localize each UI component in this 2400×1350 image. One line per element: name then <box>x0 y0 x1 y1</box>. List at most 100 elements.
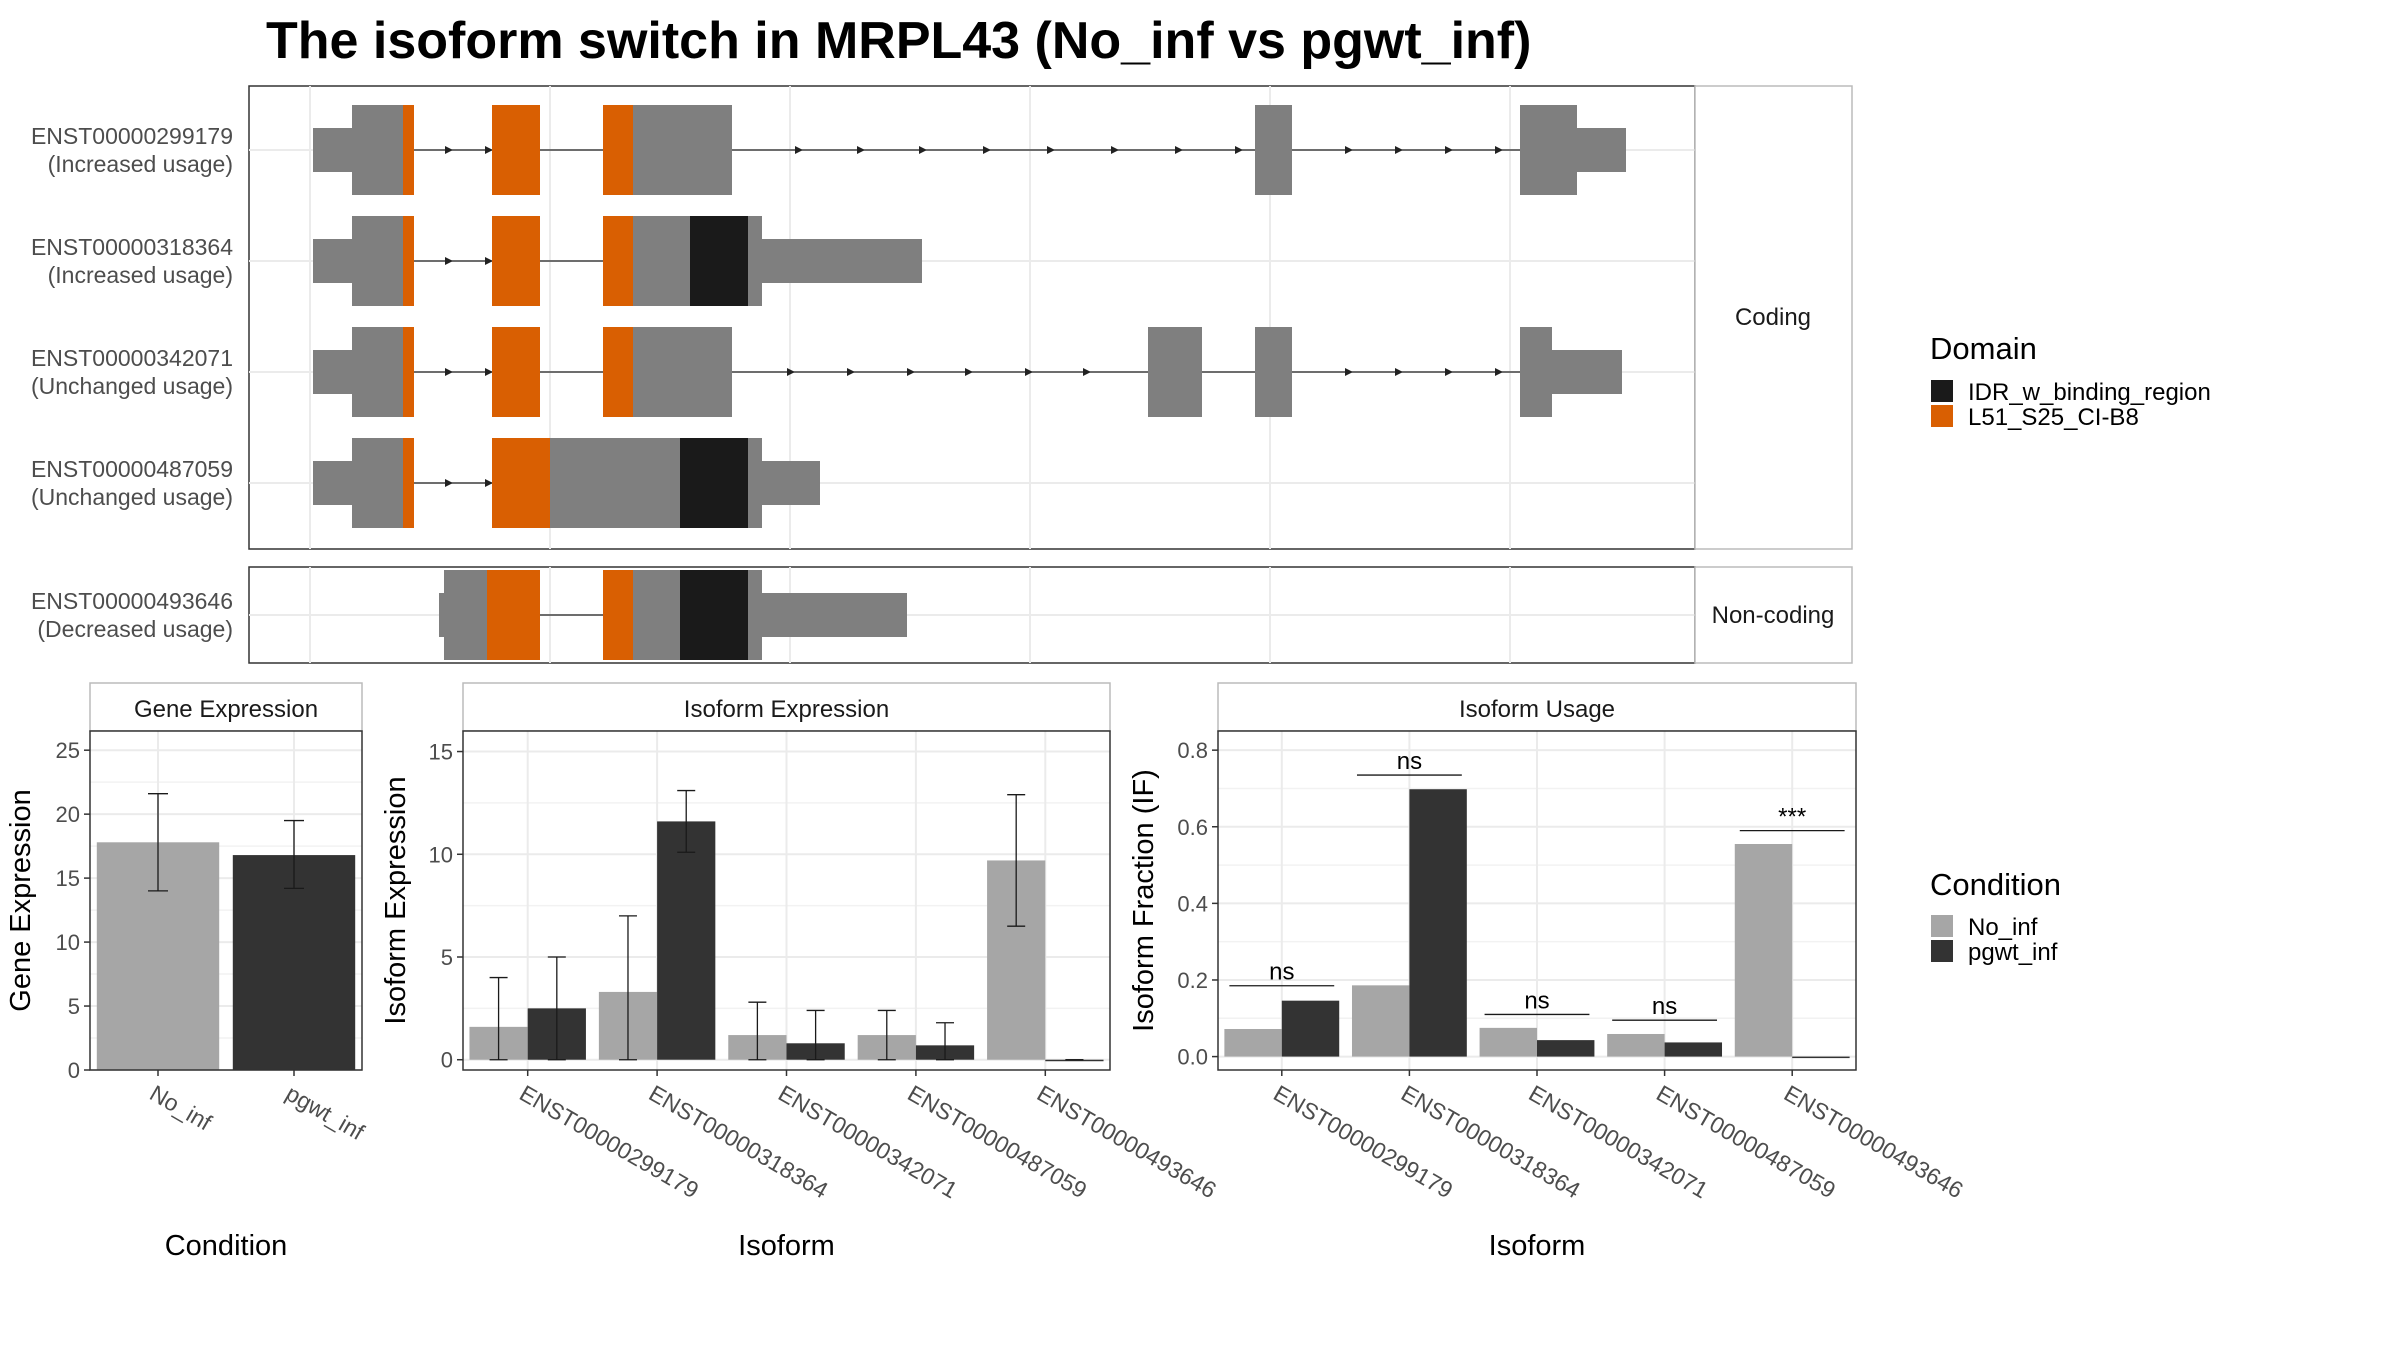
transcript-id-label: ENST00000487059 <box>31 456 233 482</box>
isoform-expression-panel: Isoform Expression051015ENST00000299179E… <box>380 682 1221 1262</box>
y-tick-label: 5 <box>441 945 453 970</box>
utr-segment <box>439 593 444 637</box>
domain-l51-segment <box>603 105 633 195</box>
bar <box>1607 1033 1665 1057</box>
domain-l51-segment <box>487 570 540 660</box>
y-tick-label: 0.4 <box>1177 891 1208 916</box>
y-tick-label: 10 <box>429 842 453 867</box>
strand-arrow <box>1083 368 1091 376</box>
significance-label: ns <box>1652 993 1677 1020</box>
x-tick-label: No_inf <box>146 1080 217 1136</box>
exon-segment <box>1148 327 1202 417</box>
utr-segment <box>313 350 352 394</box>
transcript-usage-label: (Decreased usage) <box>37 616 233 642</box>
domain-idr-segment <box>680 570 748 660</box>
bar <box>1664 1042 1723 1057</box>
transcript-usage-label: (Unchanged usage) <box>31 484 233 510</box>
strand-arrow <box>919 146 927 154</box>
strand-arrow <box>445 479 453 487</box>
transcript-usage-label: (Increased usage) <box>48 151 233 177</box>
panel-title: Isoform Usage <box>1459 696 1615 723</box>
strand-arrow <box>907 368 915 376</box>
transcript-id-label: ENST00000342071 <box>31 345 233 371</box>
strand-arrow <box>1235 146 1243 154</box>
exon-segment <box>633 105 732 195</box>
strand-arrow <box>1395 368 1403 376</box>
strand-arrow <box>1175 146 1183 154</box>
y-tick-label: 20 <box>56 802 80 827</box>
utr-segment <box>762 461 820 505</box>
y-tick-label: 10 <box>56 930 80 955</box>
utr-segment <box>313 461 352 505</box>
strand-arrow <box>1395 146 1403 154</box>
bar <box>232 855 356 1070</box>
transcript-structure-panel: Coding Non-coding ENST00000299179(Increa… <box>31 85 1853 664</box>
transcript-id-label: ENST00000493646 <box>31 588 233 614</box>
strand-arrow <box>983 146 991 154</box>
domain-l51-segment <box>403 327 414 417</box>
exon-segment <box>633 570 680 660</box>
exon-segment <box>352 438 403 528</box>
strand-arrow <box>485 257 493 265</box>
utr-segment <box>1552 350 1622 394</box>
significance-label: ns <box>1397 748 1422 775</box>
legend-swatch-pgwt-inf <box>1931 940 1953 962</box>
exon-segment <box>1255 327 1292 417</box>
utr-segment <box>762 239 922 283</box>
gene-expression-panel: Gene Expression 0 5 10 15 20 25 No_inf pgwt_inf G… <box>5 682 369 1262</box>
y-tick-label: 5 <box>68 994 80 1019</box>
utr-segment <box>313 239 352 283</box>
legend-swatch-idr <box>1931 380 1953 402</box>
x-axis-title: Condition <box>165 1230 288 1262</box>
strand-arrow <box>795 146 803 154</box>
bar <box>1479 1027 1537 1057</box>
coding-panel-border <box>248 85 1696 550</box>
y-tick-label: 0 <box>441 1048 453 1073</box>
strand-arrow <box>965 368 973 376</box>
facet-label-coding: Coding <box>1735 304 1811 331</box>
transcript-usage-label: (Increased usage) <box>48 262 233 288</box>
domain-l51-segment <box>603 216 633 306</box>
domain-idr-segment <box>690 216 748 306</box>
panel-title: Isoform Expression <box>684 696 889 723</box>
exon-segment <box>550 438 680 528</box>
transcript-id-label: ENST00000318364 <box>31 234 233 260</box>
panel-strip <box>462 682 1111 732</box>
exon-segment <box>352 216 403 306</box>
legend-swatch-l51 <box>1931 405 1953 427</box>
bar <box>1734 844 1793 1057</box>
strand-arrow <box>1047 146 1055 154</box>
figure-title: The isoform switch in MRPL43 (No_inf vs … <box>266 12 1531 70</box>
strand-arrow <box>485 479 493 487</box>
y-axis-title: Gene Expression <box>5 789 37 1011</box>
x-axis-title: Isoform <box>1489 1230 1586 1262</box>
transcript-usage-label: (Unchanged usage) <box>31 373 233 399</box>
exon-segment <box>352 327 403 417</box>
bar <box>1281 1000 1340 1057</box>
legend-label-l51: L51_S25_CI-B8 <box>1968 404 2139 431</box>
domain-legend-title: Domain <box>1930 331 2037 366</box>
plot-border <box>89 730 363 1071</box>
strand-arrow <box>1495 368 1503 376</box>
utr-segment <box>313 128 352 172</box>
strand-arrow <box>485 146 493 154</box>
significance-label: ns <box>1524 987 1549 1014</box>
y-axis-title: Isoform Expression <box>380 776 412 1024</box>
strand-arrow <box>787 368 795 376</box>
bar <box>1351 985 1410 1057</box>
x-axis-title: Isoform <box>738 1230 835 1262</box>
domain-idr-segment <box>680 438 748 528</box>
legend-swatch-no-inf <box>1931 915 1953 937</box>
condition-legend: Condition No_inf pgwt_inf <box>1930 867 2061 966</box>
y-tick-label: 0.8 <box>1177 738 1208 763</box>
strand-arrow <box>1345 146 1353 154</box>
y-tick-label: 15 <box>429 740 453 765</box>
transcript-labels: ENST00000299179(Increased usage)ENST0000… <box>31 123 233 642</box>
exon-segment <box>1520 327 1552 417</box>
bar <box>1409 789 1467 1057</box>
exon-segment <box>748 570 762 660</box>
strand-arrow <box>485 368 493 376</box>
domain-l51-segment <box>603 327 633 417</box>
y-tick-label: 0.6 <box>1177 815 1208 840</box>
domain-l51-segment <box>492 438 550 528</box>
